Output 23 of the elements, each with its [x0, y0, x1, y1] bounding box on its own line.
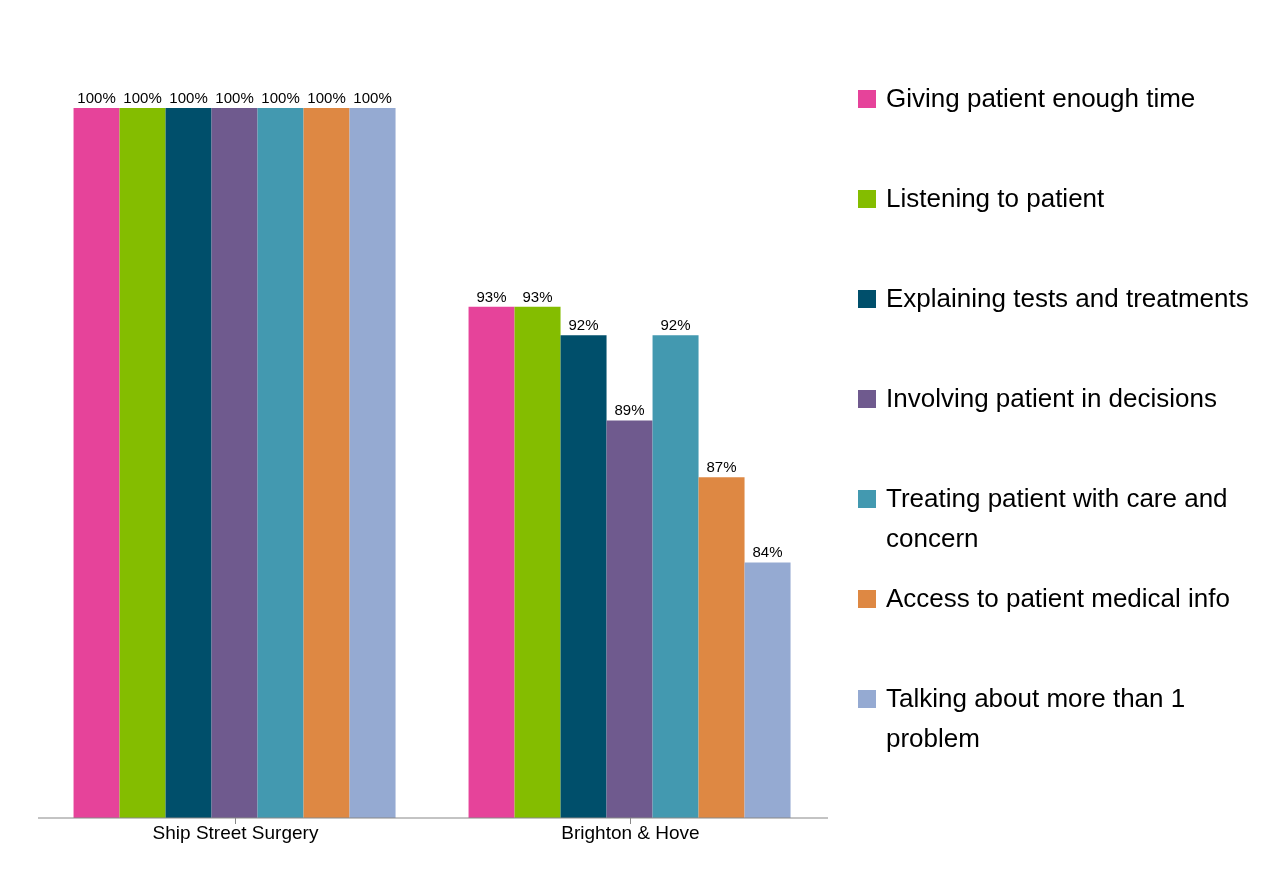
data-label: 100% [307, 89, 346, 106]
data-label: 84% [752, 543, 783, 561]
x-tick-label: Ship Street Surgery [152, 822, 319, 844]
data-label: 87% [706, 458, 737, 476]
data-label: 92% [568, 316, 599, 334]
data-label: 92% [660, 316, 691, 334]
x-tick-label: Brighton & Hove [561, 822, 700, 844]
data-label: 100% [77, 89, 116, 106]
legend-label: Involving patient in decisions [886, 382, 1218, 415]
data-label: 100% [261, 89, 300, 106]
data-label: 100% [353, 89, 392, 106]
data-label: 93% [476, 287, 507, 305]
legend-label: Explaining tests and treatments [886, 282, 1250, 315]
data-label: 89% [614, 401, 645, 419]
legend-label: Treating patient with care and concern [886, 482, 1229, 555]
data-label: 100% [169, 89, 208, 106]
legend-label: Giving patient enough time [886, 82, 1197, 115]
data-label: 100% [123, 89, 162, 106]
legend-label: Talking about more than 1 problem [886, 682, 1187, 755]
data-label: 93% [522, 287, 553, 305]
legend-label: Access to patient medical info [886, 582, 1231, 615]
data-label: 100% [215, 89, 254, 106]
legend-label: Listening to patient [886, 182, 1106, 215]
